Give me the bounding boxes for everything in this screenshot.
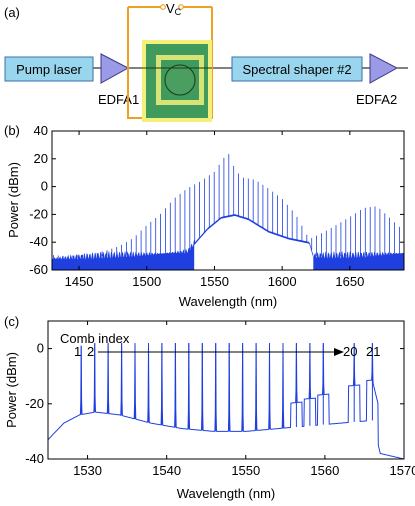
panel-c-chart: (c) 1530 1540 1550 1560 1570 -40 -20 0 Comb ind… [4, 314, 415, 501]
panel-c-xtick-label: 1570 [390, 463, 415, 478]
panel-c-xlabel: Wavelength (nm) [177, 486, 276, 501]
panel-b-ytick-label: -20 [29, 206, 48, 221]
comb-index-2: 2 [87, 344, 94, 359]
panel-c-ytick-label: 0 [37, 341, 44, 356]
panel-a-label: (a) [4, 5, 20, 20]
panel-c-ylabel: Power (dBm) [4, 352, 19, 428]
panel-c-xtick-label: 1550 [231, 463, 260, 478]
panel-b-xlabel: Wavelength (nm) [179, 294, 278, 309]
panel-b-filtered-window [194, 215, 314, 270]
spectral-shaper-label: Spectral shaper #2 [242, 62, 351, 77]
panel-b-xtick-label: 1550 [200, 274, 229, 289]
spectral-shaper-box [231, 56, 363, 82]
panel-b-xtick-label: 1500 [132, 274, 161, 289]
panel-c-label: (c) [4, 314, 19, 329]
comb-index-21: 21 [366, 344, 380, 359]
panel-b-ytick-label: 20 [34, 151, 48, 166]
comb-index-arrowhead-icon [334, 348, 344, 356]
panel-c-ytick-label: -20 [25, 396, 44, 411]
comb-index-20: 20 [343, 344, 357, 359]
edfa2-label: EDFA2 [356, 92, 397, 107]
panel-c-xtick-label: 1530 [73, 463, 102, 478]
panel-b-ytick-label: 0 [41, 179, 48, 194]
vc-label: VC [166, 1, 182, 17]
pump-laser-label: Pump laser [16, 62, 82, 77]
vc-terminal-right [178, 4, 184, 10]
vc-terminal-left [160, 4, 166, 10]
panel-b-chart: (b) 1450 1500 1550 1600 1650 -60 -40 -20 0 20 40 W… [4, 123, 405, 309]
panel-c-spectrum-trace [47, 343, 405, 460]
edfa1-label: EDFA1 [98, 92, 139, 107]
panel-a-diagram: (a) Pump laser EDFA1 VC Spectral shaper … [4, 1, 408, 122]
panel-b-xtick-label: 1650 [335, 274, 364, 289]
panel-b-axes-frame [51, 130, 405, 271]
microresonator-chip-icon [142, 40, 212, 122]
pump-laser-box [4, 56, 94, 82]
panel-c-ytick-label: -40 [25, 451, 44, 466]
panel-b-ytick-label: -60 [29, 262, 48, 277]
panel-c-xtick-label: 1540 [152, 463, 181, 478]
comb-index-1: 1 [74, 344, 81, 359]
panel-c-axes-frame [47, 320, 405, 460]
panel-c-xtick-label: 1560 [310, 463, 339, 478]
panel-b-ytick-label: 40 [34, 123, 48, 138]
panel-b-label: (b) [4, 123, 20, 138]
panel-b-ylabel: Power (dBm) [6, 162, 21, 238]
comb-index-label: Comb index [60, 331, 130, 346]
edfa1-amplifier-icon [100, 53, 130, 84]
panel-b-xtick-label: 1600 [268, 274, 297, 289]
edfa2-amplifier-icon [369, 53, 399, 84]
panel-b-xtick-label: 1450 [65, 274, 94, 289]
panel-b-ytick-label: -40 [29, 234, 48, 249]
